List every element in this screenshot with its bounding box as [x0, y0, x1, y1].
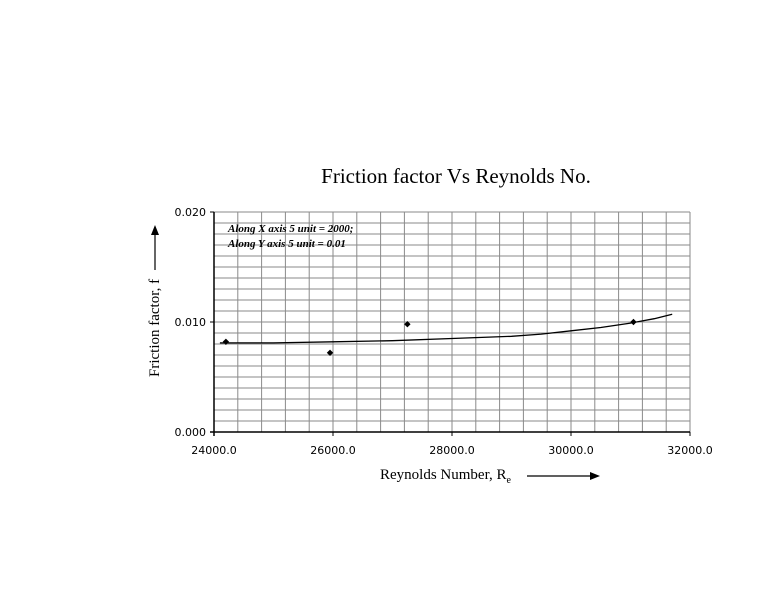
- y-axis-ticks: 0.000 0.010 0.020: [175, 206, 214, 439]
- data-point-marker: [326, 349, 334, 356]
- data-point-marker: [404, 321, 411, 328]
- y-tick-label: 0.020: [175, 206, 207, 219]
- x-tick-label: 28000.0: [429, 444, 475, 457]
- x-axis-arrow-head: [590, 472, 600, 480]
- y-axis-arrow-head: [151, 225, 159, 235]
- x-tick-label: 30000.0: [548, 444, 594, 457]
- annotation-y-scale: Along Y axis 5 unit = 0.01: [227, 238, 346, 250]
- y-tick-label: 0.000: [175, 426, 207, 439]
- x-axis-ticks: 24000.0 26000.0 28000.0 30000.0 32000.0: [191, 432, 713, 457]
- x-tick-label: 26000.0: [310, 444, 356, 457]
- x-axis-label: Reynolds Number, Re: [380, 467, 511, 486]
- trend-line: [219, 313, 673, 344]
- annotation-box: Along X axis 5 unit = 2000; Along Y axis…: [227, 223, 353, 250]
- chart-grid: [210, 211, 691, 436]
- x-axis-label-main: Reynolds Number, R: [380, 467, 506, 483]
- chart-title: Friction factor Vs Reynolds No.: [321, 164, 591, 188]
- x-tick-label: 32000.0: [667, 444, 713, 457]
- data-series: [219, 313, 673, 356]
- x-axis-label-subscript: e: [506, 475, 511, 486]
- y-axis-label-group: Friction factor, f: [147, 225, 163, 377]
- annotation-x-scale: Along X axis 5 unit = 2000;: [227, 223, 353, 235]
- y-tick-label: 0.010: [175, 316, 207, 329]
- x-tick-label: 24000.0: [191, 444, 237, 457]
- x-axis-label-group: Reynolds Number, Re: [380, 467, 600, 486]
- y-axis-label: Friction factor, f: [147, 279, 163, 377]
